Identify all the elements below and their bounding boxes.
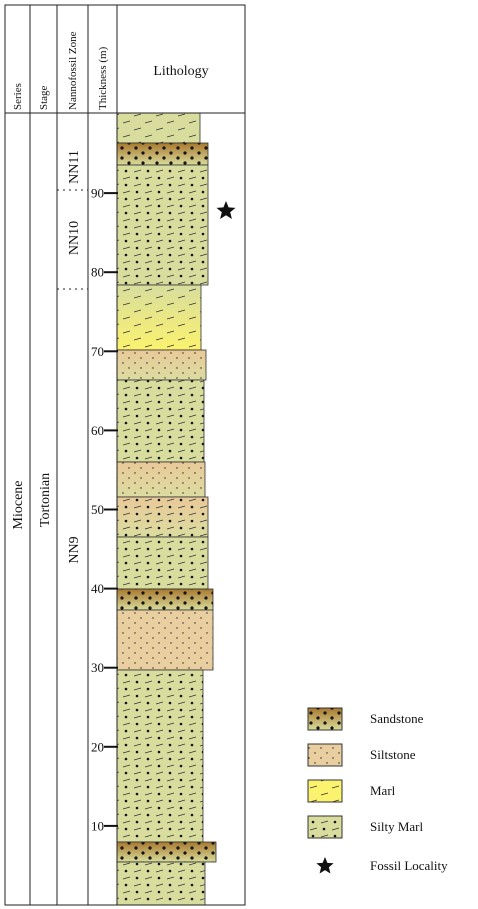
legend-swatch-pattern xyxy=(308,816,342,838)
tick-label: 40 xyxy=(91,581,104,596)
outer-border xyxy=(4,4,246,906)
layer-pattern xyxy=(116,536,209,590)
layer-pattern xyxy=(116,609,214,671)
tick-label: 10 xyxy=(91,818,104,833)
tick-label: 30 xyxy=(91,660,104,675)
series-label: Miocene xyxy=(11,481,26,530)
legend-swatch-pattern xyxy=(308,744,342,766)
layer-pattern xyxy=(116,112,201,144)
layer-pattern xyxy=(116,861,206,906)
layer-pattern xyxy=(116,142,209,166)
stage-label: Tortonian xyxy=(38,473,53,527)
legend: Sandstone Siltstone Marl Silty Marl Foss… xyxy=(307,707,448,874)
legend-star xyxy=(316,857,334,874)
legend-swatch-pattern xyxy=(308,708,342,730)
zone-label: NN10 xyxy=(67,221,82,255)
header-thickness: Thickness (m) xyxy=(97,46,109,110)
header-stage: Stage xyxy=(38,85,50,110)
layer-pattern xyxy=(116,284,202,351)
layer-pattern xyxy=(116,841,217,863)
header-series: Series xyxy=(12,83,24,110)
legend-label: Siltstone xyxy=(370,747,416,762)
fossil-star xyxy=(216,201,236,219)
tick-label: 70 xyxy=(91,344,104,359)
layer-pattern xyxy=(116,379,205,463)
frame xyxy=(4,4,246,906)
legend-label: Fossil Locality xyxy=(370,858,448,873)
layer-pattern xyxy=(116,349,207,381)
layer-pattern xyxy=(116,164,209,286)
zone-label: NN11 xyxy=(67,150,82,184)
lithology-layers xyxy=(116,112,217,906)
tick-label: 20 xyxy=(91,739,104,754)
tick-label: 90 xyxy=(91,186,104,201)
layer-pattern xyxy=(116,496,209,538)
header-zone: Nannofossil Zone xyxy=(67,31,79,110)
tick-label: 50 xyxy=(91,502,104,517)
tick-label: 60 xyxy=(91,423,104,438)
legend-swatch-pattern xyxy=(308,780,342,802)
layer-pattern xyxy=(116,461,206,498)
legend-label: Silty Marl xyxy=(370,819,423,834)
legend-label: Marl xyxy=(370,783,396,798)
header-lithology: Lithology xyxy=(153,64,208,79)
thickness-scale: 10 20 30 40 50 60 70 80 90 xyxy=(91,186,118,833)
legend-label: Sandstone xyxy=(370,711,424,726)
zone-label: NN9 xyxy=(67,536,82,563)
layer-pattern xyxy=(116,588,214,611)
tick-label: 80 xyxy=(91,265,104,280)
layer-pattern xyxy=(116,669,204,843)
